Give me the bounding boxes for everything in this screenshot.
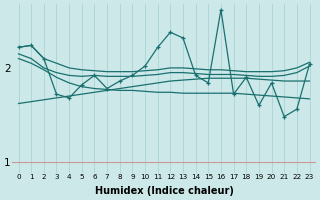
X-axis label: Humidex (Indice chaleur): Humidex (Indice chaleur) — [95, 186, 234, 196]
